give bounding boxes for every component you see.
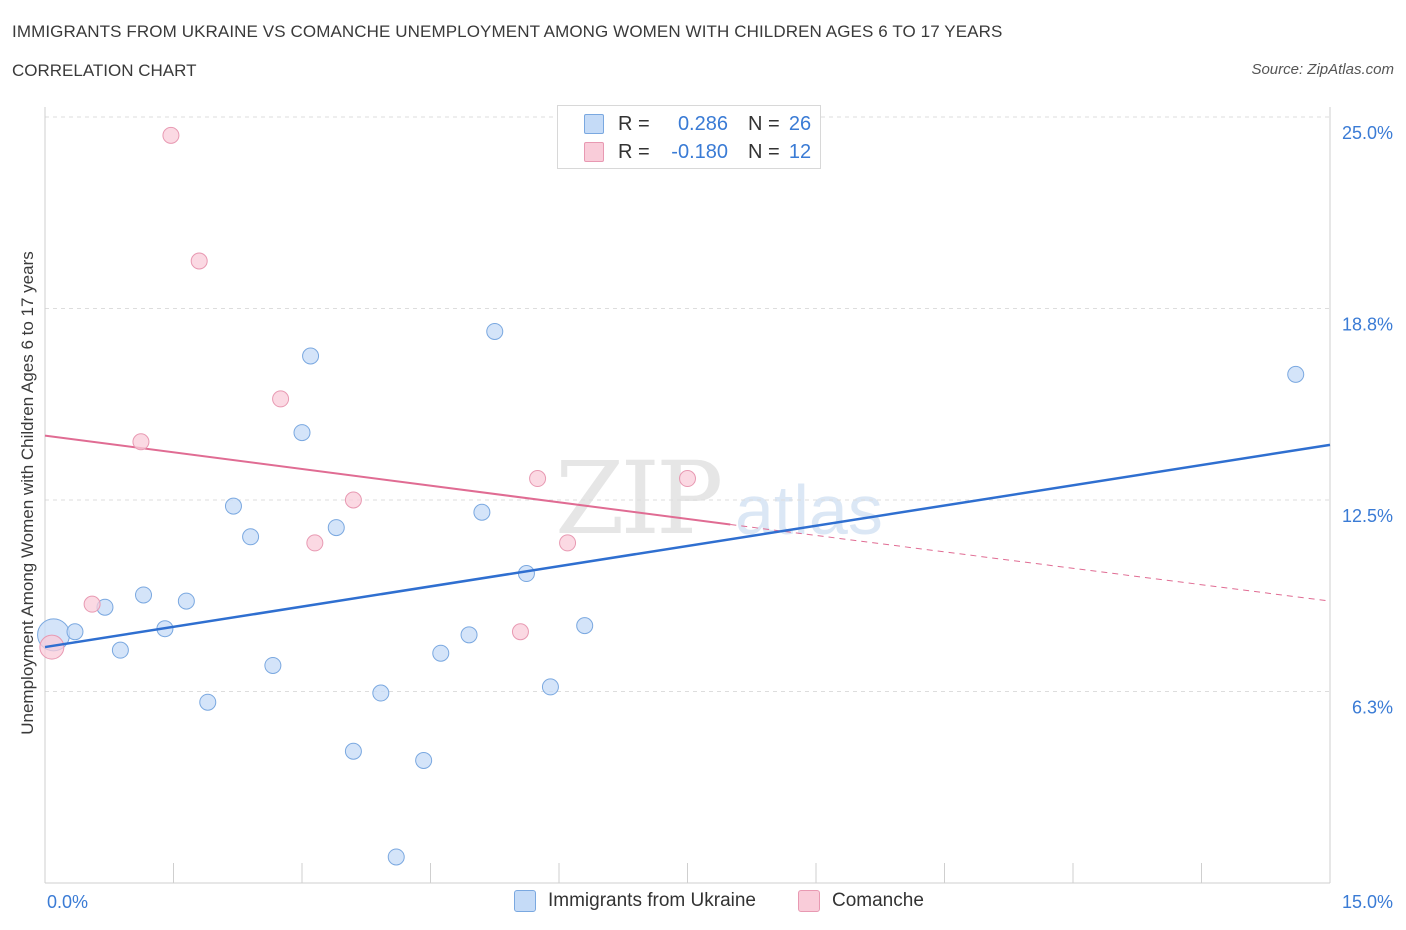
- ukraine-point: [135, 586, 153, 604]
- ukraine-point: [387, 848, 405, 866]
- comanche-point: [162, 126, 180, 144]
- chart-title: IMMIGRANTS FROM UKRAINE VS COMANCHE UNEM…: [12, 22, 1003, 41]
- series-legend: Immigrants from Ukraine Comanche: [0, 890, 1406, 916]
- n-label: N =: [748, 112, 780, 135]
- comanche-point: [511, 623, 529, 641]
- ukraine-point: [199, 693, 217, 711]
- ukraine-point: [302, 347, 320, 365]
- ukraine-point: [541, 678, 559, 696]
- comanche-swatch: [584, 142, 604, 162]
- r-value: 0.286: [677, 112, 728, 135]
- ukraine-point: [242, 528, 260, 546]
- comanche-point: [344, 491, 362, 509]
- comanche-point: [559, 534, 577, 552]
- comanche-legend-swatch: [798, 890, 820, 912]
- ukraine-point: [293, 424, 311, 442]
- ukraine-point: [344, 742, 362, 760]
- r-value: -0.180: [671, 140, 728, 163]
- comanche-point: [306, 534, 324, 552]
- y-tick-label: 25.0%: [1342, 123, 1393, 143]
- legend-row-ukraine: R = 0.286 N = 26: [584, 111, 818, 137]
- ukraine-point: [111, 641, 129, 659]
- legend-row-comanche: R = -0.180 N = 12: [584, 139, 818, 165]
- y-tick-label: 18.8%: [1342, 315, 1393, 335]
- comanche-point: [679, 470, 696, 488]
- x-tick-label: 15.0%: [1342, 892, 1393, 912]
- comanche-trend-extension: [730, 524, 1331, 602]
- n-value: 26: [788, 112, 812, 135]
- chart-subtitle: CORRELATION CHART: [12, 61, 197, 80]
- watermark-atlas: atlas: [735, 471, 883, 549]
- ukraine-point: [177, 592, 195, 610]
- x-tick-label: 0.0%: [47, 892, 88, 912]
- ukraine-point: [1287, 365, 1305, 383]
- ukraine-point: [460, 626, 478, 644]
- legend-label-comanche: Comanche: [832, 890, 924, 911]
- ukraine-point: [517, 565, 535, 583]
- ukraine-point: [432, 644, 450, 662]
- y-tick-label: 12.5%: [1342, 506, 1393, 526]
- legend-item-ukraine: Immigrants from Ukraine: [514, 890, 756, 912]
- r-label: R =: [618, 112, 650, 135]
- ukraine-point: [327, 519, 345, 537]
- ukraine-legend-swatch: [514, 890, 536, 912]
- watermark-zip: ZIP: [555, 440, 723, 557]
- ukraine-point: [415, 751, 433, 769]
- ukraine-point: [473, 503, 491, 521]
- comanche-point: [529, 470, 547, 488]
- comanche-point: [272, 390, 290, 408]
- ukraine-trend-line: [44, 443, 1331, 649]
- ukraine-point: [264, 656, 282, 674]
- legend-item-comanche: Comanche: [798, 890, 924, 912]
- ukraine-point: [486, 322, 504, 340]
- ukraine-point: [576, 617, 594, 635]
- n-label: N =: [748, 140, 780, 163]
- n-value: 12: [788, 140, 812, 163]
- y-axis-title: Unemployment Among Women with Children A…: [18, 251, 37, 735]
- source-label: Source: ZipAtlas.com: [1251, 61, 1394, 78]
- correlation-legend: R = 0.286 N = 26 R = -0.180 N = 12: [557, 105, 821, 169]
- comanche-trend-line: [44, 434, 731, 526]
- r-label: R =: [618, 140, 650, 163]
- ukraine-point: [66, 623, 84, 641]
- legend-label-ukraine: Immigrants from Ukraine: [548, 890, 756, 911]
- comanche-point: [83, 595, 101, 613]
- y-tick-label: 6.3%: [1352, 698, 1393, 718]
- comanche-point: [132, 433, 150, 451]
- ukraine-point: [224, 497, 242, 515]
- ukraine-swatch: [584, 114, 604, 134]
- comanche-point: [190, 252, 208, 270]
- ukraine-point: [372, 684, 390, 702]
